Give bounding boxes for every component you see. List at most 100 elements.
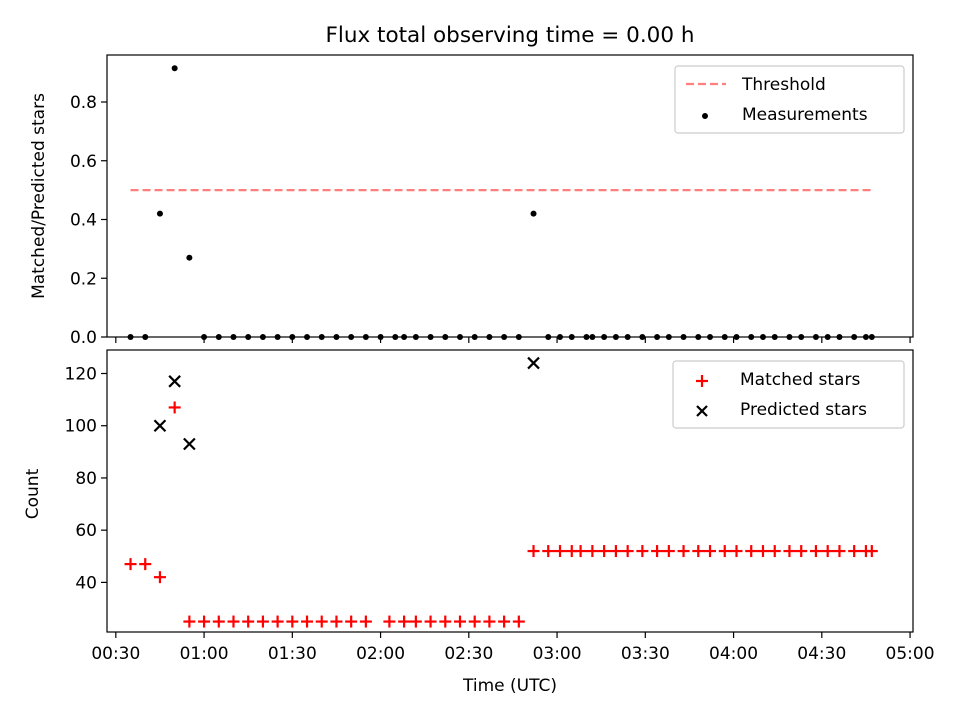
matched-star-point <box>821 545 834 558</box>
bottom-y-tick-label: 100 <box>65 417 97 437</box>
matched-star-point <box>730 545 743 558</box>
matched-star-point <box>345 615 358 628</box>
legend-measurements-label: Measurements <box>742 105 868 125</box>
matched-star-point <box>424 615 437 628</box>
top-y-tick-label: 0.4 <box>70 211 97 231</box>
predicted-star-point-b <box>153 419 167 433</box>
predicted-star-point <box>183 437 196 451</box>
bottom-x-tick-label: 02:30 <box>444 644 493 664</box>
top-y-tick-label: 0.0 <box>70 328 97 348</box>
predicted-star-point-b <box>168 375 181 388</box>
matched-star-point <box>783 545 796 558</box>
matched-star-point <box>483 615 496 628</box>
legend-threshold-label: Threshold <box>741 75 826 95</box>
top-y-ticks: 0.0 0.2 0.4 0.6 0.8 <box>70 93 107 348</box>
matched-star-point <box>383 615 396 628</box>
bottom-y-tick-label: 40 <box>75 573 97 593</box>
matched-star-point <box>692 545 705 558</box>
bottom-x-tick-label: 04:30 <box>797 644 846 664</box>
bottom-x-tick-label: 04:00 <box>709 644 758 664</box>
predicted-star-point-b <box>527 356 540 370</box>
matched-star-point <box>439 615 452 628</box>
matched-star-point <box>718 545 731 558</box>
top-axes: 0.00.20.40.60.8 Matched/Predicted stars … <box>29 54 914 348</box>
matched-star-point <box>848 545 861 558</box>
measurement-point <box>530 210 537 217</box>
top-y-tick-label: 0.6 <box>70 152 97 172</box>
bottom-legend: Matched stars Predicted stars <box>672 360 905 429</box>
top-axes-frame <box>106 54 914 338</box>
bottom-y-ticks: 40 60 80 100 120 <box>65 365 107 593</box>
top-y-tick-label: 0.2 <box>70 269 97 289</box>
bottom-x-tick-label: 01:30 <box>268 644 317 664</box>
matched-star-point <box>139 558 152 571</box>
bottom-x-ticks: 00:30 01:00 01:30 02:00 02:30 03:00 03:30 04:00… <box>91 632 935 664</box>
matched-star-point <box>554 545 567 558</box>
matched-star-point <box>795 545 808 558</box>
bottom-x-tick-label: 02:00 <box>356 644 405 664</box>
matched-star-point <box>621 545 634 558</box>
bottom-xlabel: Time (UTC) <box>462 676 557 696</box>
top-legend-box <box>674 65 905 134</box>
top-legend: Threshold Measurements <box>674 65 905 134</box>
top-ylabel: Matched/Predicted stars <box>29 93 49 299</box>
matched-star-point <box>768 545 781 558</box>
matched-star-point <box>677 545 690 558</box>
predicted-star-points <box>153 356 540 451</box>
bottom-axes: 40 60 80 100 120 00:30 01:00 01:30 02:00 02:30 03… <box>23 349 935 696</box>
matched-star-point <box>542 545 555 558</box>
matched-star-point <box>315 615 328 628</box>
bottom-y-tick-label: 120 <box>65 365 97 385</box>
legend-measurements-swatch <box>702 113 708 119</box>
bottom-legend-box <box>672 360 905 429</box>
matched-star-point <box>286 615 299 628</box>
bottom-x-tick-label: 05:00 <box>886 644 935 664</box>
matched-star-point <box>183 615 196 628</box>
matched-star-point <box>359 615 372 628</box>
matched-star-point <box>865 545 878 558</box>
matched-star-point <box>512 615 525 628</box>
matched-star-points <box>124 401 878 628</box>
matched-star-point <box>198 615 211 628</box>
predicted-star-point <box>168 375 181 388</box>
legend-predicted-swatch <box>696 405 708 417</box>
predicted-star-point-b <box>183 437 196 451</box>
matched-star-point <box>609 545 622 558</box>
bottom-y-tick-label: 60 <box>75 521 97 541</box>
matched-star-point <box>453 615 466 628</box>
matched-star-point <box>271 615 284 628</box>
matched-star-point <box>242 615 255 628</box>
matched-star-point <box>704 545 717 558</box>
bottom-x-tick-label: 03:00 <box>533 644 582 664</box>
matched-star-point <box>398 615 411 628</box>
matched-star-point <box>212 615 225 628</box>
bottom-ylabel: Count <box>23 468 43 519</box>
bottom-x-tick-label: 03:30 <box>621 644 670 664</box>
bottom-x-tick-label: 00:30 <box>91 644 140 664</box>
matched-star-point <box>574 545 587 558</box>
predicted-star-point <box>527 356 540 370</box>
matched-star-point <box>809 545 822 558</box>
matched-star-point <box>756 545 769 558</box>
matched-star-point <box>636 545 649 558</box>
matched-star-point <box>745 545 758 558</box>
matched-star-point <box>662 545 675 558</box>
measurement-point <box>171 65 178 72</box>
matched-star-point <box>227 615 240 628</box>
matched-star-point <box>168 401 181 414</box>
predicted-star-point <box>153 419 167 433</box>
matched-star-point <box>256 615 269 628</box>
matched-star-point <box>651 545 664 558</box>
measurement-point <box>186 254 193 261</box>
matched-star-point <box>833 545 846 558</box>
legend-matched-swatch <box>696 375 708 387</box>
bottom-y-tick-label: 80 <box>75 469 97 489</box>
matched-star-point <box>124 558 137 571</box>
chart-title: Flux total observing time = 0.00 h <box>326 23 695 48</box>
top-y-tick-label: 0.8 <box>70 93 97 113</box>
bottom-x-tick-label: 01:00 <box>180 644 229 664</box>
matched-star-point <box>409 615 422 628</box>
measurement-point <box>156 210 163 217</box>
matched-star-point <box>527 545 540 558</box>
